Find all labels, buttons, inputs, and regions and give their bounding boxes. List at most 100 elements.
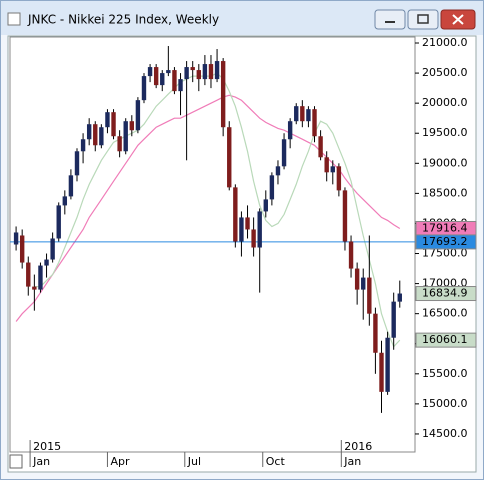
candle-body: [330, 166, 335, 173]
price-marker-label: 16060.1: [422, 333, 468, 346]
price-marker: [415, 332, 477, 348]
candle-body: [80, 139, 86, 152]
candle-body: [318, 136, 323, 158]
candle-body: [251, 229, 256, 248]
candle-body: [300, 106, 305, 122]
x-tick-label: Jan: [32, 455, 50, 468]
candle-body: [208, 64, 214, 80]
candle-body: [342, 190, 348, 242]
x-tick-label: Jul: [187, 455, 201, 468]
app-icon: [7, 12, 21, 26]
candle-body: [294, 106, 299, 122]
candle-body: [373, 313, 378, 353]
candle-body: [117, 136, 122, 152]
candle-body: [354, 268, 360, 290]
candle-body: [172, 70, 177, 92]
candle-body: [397, 293, 402, 302]
y-tick-label: 15000.0: [422, 397, 468, 410]
candle-body: [93, 124, 98, 146]
candle-body: [99, 127, 104, 146]
price-marker: [415, 234, 477, 250]
candle-body: [38, 265, 43, 290]
candle-body: [26, 262, 31, 287]
candle-body: [74, 151, 80, 176]
candle-body: [391, 301, 396, 338]
candle-body: [196, 70, 201, 80]
candle-body: [86, 124, 92, 140]
candle-body: [153, 67, 159, 86]
y-tick-label: 20500.0: [422, 66, 468, 79]
year-tick-label: 2015: [33, 440, 61, 453]
x-tick-label: Apr: [110, 455, 130, 468]
scroll-box[interactable]: [9, 454, 23, 469]
candle-body: [239, 217, 244, 242]
candle-body: [141, 76, 147, 101]
candle-body: [263, 199, 268, 212]
candle-body: [287, 121, 293, 140]
price-marker-label: 17693.2: [422, 235, 468, 248]
y-tick-label: 17500.0: [422, 247, 468, 260]
candle-body: [50, 238, 55, 260]
minimize-button[interactable]: [374, 9, 406, 30]
close-icon: [452, 14, 464, 25]
candle-body: [306, 109, 311, 122]
candle-body: [367, 277, 372, 314]
candle-body: [147, 67, 153, 77]
price-marker-label: 16834.9: [422, 287, 468, 300]
y-tick-label: 18500.0: [422, 186, 468, 199]
y-tick-label: 15500.0: [422, 367, 468, 380]
candle-body: [19, 235, 25, 263]
maximize-icon: [417, 14, 429, 24]
candle-body: [62, 196, 68, 206]
candle-body: [166, 70, 171, 74]
x-tick-label: Oct: [266, 455, 286, 468]
candle-body: [111, 112, 116, 137]
plot-area: [9, 36, 416, 453]
candle-body: [44, 259, 49, 266]
candle-body: [361, 277, 366, 290]
candle-body: [129, 121, 135, 131]
y-tick-label: 14500.0: [422, 427, 468, 440]
candle-body: [32, 286, 37, 290]
price-marker: [415, 286, 477, 302]
candle-body: [68, 175, 74, 197]
candle-body: [135, 100, 141, 131]
candle-body: [245, 217, 250, 230]
y-tick-label: 19000.0: [422, 156, 468, 169]
candle-body: [105, 112, 110, 128]
candle-body: [220, 61, 226, 128]
candle-body: [214, 61, 220, 80]
candle-body: [312, 109, 317, 137]
candle-body: [275, 166, 281, 176]
moving-average-line: [15, 94, 401, 322]
candle-body: [160, 73, 165, 86]
y-tick-label: 20000.0: [422, 96, 468, 109]
y-tick-label: 21000.0: [422, 36, 468, 49]
candle-body: [184, 67, 189, 80]
price-marker-label: 17916.4: [422, 221, 468, 234]
maximize-button[interactable]: [407, 9, 439, 30]
x-tick-label: Jan: [343, 455, 361, 468]
candle-body: [348, 241, 354, 269]
candle-body: [178, 79, 183, 92]
candle-body: [281, 139, 287, 167]
candle-body: [336, 166, 342, 191]
candle-body: [123, 121, 128, 152]
candle-body: [324, 157, 329, 173]
window-title: JNKC - Nikkei 225 Index, Weekly: [27, 13, 219, 27]
candle-body: [13, 232, 19, 245]
candle-body: [190, 67, 195, 71]
y-tick-label: 16500.0: [422, 307, 468, 320]
candle-body: [257, 211, 262, 248]
year-tick-label: 2016: [344, 440, 372, 453]
candle-body: [202, 64, 208, 80]
y-tick-label: 19500.0: [422, 126, 468, 139]
candle-body: [56, 205, 61, 239]
plot: 21000.0 20500.0 20000.0 19500.0 19000.0 18500…: [10, 36, 477, 468]
candle-body: [233, 187, 238, 242]
candle-body: [269, 175, 275, 200]
candle-body: [379, 352, 384, 392]
candle-body: [385, 337, 390, 392]
candle-body: [227, 127, 232, 188]
